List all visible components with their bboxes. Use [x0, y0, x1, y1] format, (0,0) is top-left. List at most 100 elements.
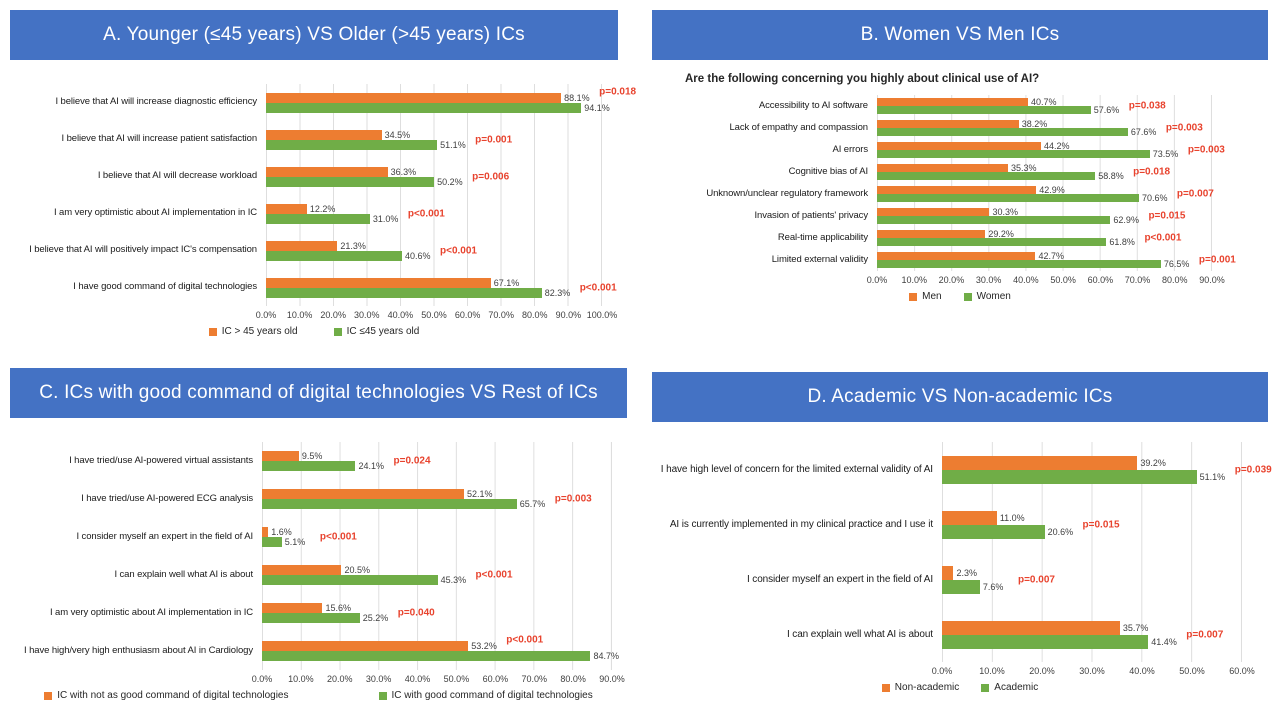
p-value-label: p=0.024	[393, 455, 431, 467]
bar-value-label: 12.2%	[309, 203, 336, 214]
bar-value-label: 44.2%	[1044, 141, 1070, 151]
category-label: AI is currently implemented in my clinic…	[669, 518, 933, 530]
category-label: I believe that AI will increase diagnost…	[55, 96, 257, 108]
bar-value-label: 76.5%	[1163, 259, 1190, 269]
bar-value-label: 7.6%	[982, 581, 1004, 592]
bar-line: 53.2%	[262, 641, 611, 651]
bar-line: 42.7%	[877, 251, 1211, 261]
bar-line: 35.7%	[942, 620, 1241, 635]
bar-line: 15.6%	[262, 603, 611, 613]
axis-tick-label: 20.0%	[320, 310, 346, 320]
bar-line: 58.8%	[877, 171, 1211, 181]
chart-plot-area: I believe that AI will increase diagnost…	[10, 84, 636, 306]
axis-spacer	[652, 271, 877, 287]
bar-line: 40.6%	[266, 250, 601, 261]
legend-label: IC with good command of digital technolo…	[391, 690, 593, 701]
bar-orange	[266, 129, 382, 140]
bar-line: 20.5%	[262, 565, 611, 575]
bar-line: 76.5%	[877, 259, 1211, 269]
bar-green	[877, 260, 1161, 268]
category-label: Limited external validity	[771, 253, 868, 265]
chart-legend: Non-academic Academic	[652, 682, 1268, 693]
bar-line: 73.5%	[877, 149, 1211, 159]
bar-line: 45.3%	[262, 575, 611, 585]
panel-title-banner: A. Younger (≤45 years) VS Older (>45 yea…	[10, 10, 618, 60]
bar-line: 84.7%	[262, 651, 619, 661]
chart-row: AI errors 44.2% 73.5% p=0.003	[652, 139, 1268, 161]
chart-row: I have tried/use AI-powered ECG analysis…	[10, 480, 627, 518]
bar-value-label: 39.2%	[1140, 457, 1166, 468]
panel-b-women-vs-men: B. Women VS Men ICs Are the following co…	[652, 10, 1268, 356]
legend-swatch-orange	[44, 691, 53, 700]
axis-tick-label: 0.0%	[931, 666, 953, 676]
bar-orange	[877, 98, 1029, 106]
bar-green	[266, 250, 402, 261]
bar-value-label: 61.8%	[1109, 237, 1135, 247]
axis-tick-label: 40.0%	[387, 310, 414, 320]
panel-d-academic-vs-nonacademic: D. Academic VS Non-academic ICs I have h…	[652, 372, 1272, 710]
category-label: I can explain well what AI is about	[114, 568, 253, 580]
legend-swatch-orange	[909, 292, 918, 301]
bar-green	[942, 634, 1149, 649]
axis-tick-label: 30.0%	[365, 674, 392, 684]
bar-value-label: 67.1%	[493, 277, 520, 288]
bar-line: 67.1%	[266, 277, 601, 288]
bar-orange	[262, 451, 299, 461]
category-label: I have high level of concern for the lim…	[660, 463, 933, 475]
axis-tick-label: 40.0%	[1129, 666, 1155, 676]
bar-line: 2.3%	[942, 565, 1241, 580]
p-value-label: p=0.015	[1082, 519, 1120, 530]
bar-green	[262, 575, 438, 585]
chart-legend: IC with not as good command of digital t…	[10, 690, 627, 701]
chart-row: I can explain well what AI is about 35.7%…	[652, 607, 1268, 662]
bar-value-label: 36.3%	[390, 166, 417, 177]
bar-orange	[262, 527, 269, 537]
chart-row: Unknown/unclear regulatory framework 42.9…	[652, 183, 1268, 205]
bar-green	[877, 194, 1139, 202]
legend-item: IC with good command of digital technolo…	[378, 690, 593, 701]
bar-value-label: 9.5%	[301, 451, 323, 461]
bar-value-label: 88.1%	[564, 92, 590, 103]
bar-value-label: 20.6%	[1047, 526, 1074, 537]
p-value-label: p<0.001	[579, 282, 617, 293]
bar-line: 39.2%	[942, 455, 1241, 470]
legend-label: Academic	[994, 682, 1039, 693]
bar-value-label: 24.1%	[358, 461, 384, 471]
legend-swatch-green	[963, 292, 972, 301]
bar-orange	[877, 208, 990, 216]
bar-line: 38.2%	[877, 119, 1211, 129]
bar-green	[942, 579, 980, 594]
bar-value-label: 45.3%	[440, 575, 467, 585]
bar-green	[877, 238, 1107, 246]
chart-row: I believe that AI will increase diagnost…	[10, 84, 636, 121]
bar-green	[262, 537, 282, 547]
bar-value-label: 94.1%	[584, 102, 610, 113]
bar-line: 51.1%	[942, 469, 1241, 484]
bar-green	[266, 213, 370, 224]
axis-tick-label: 50.0%	[1050, 275, 1076, 285]
axis-tick-label: 30.0%	[1079, 666, 1105, 676]
legend-swatch-green	[981, 683, 990, 692]
x-axis: 0.0% 10.0% 20.0% 30.0% 40.0% 50.0% 60.0% 70.0% 8…	[10, 306, 618, 322]
bar-group: 20.5% 45.3% p<0.001	[262, 556, 612, 594]
bar-value-label: 52.1%	[467, 489, 493, 499]
bar-group: 1.6% 5.1% p<0.001	[262, 518, 612, 556]
p-value-label: p=0.003	[1187, 144, 1225, 156]
chart-row: I have tried/use AI-powered virtual assi…	[10, 442, 627, 480]
bar-value-label: 21.3%	[340, 240, 366, 251]
axis-tick-label: 90.0%	[1199, 275, 1225, 285]
bar-group: 38.2% 67.6% p=0.003	[877, 117, 1212, 139]
bar-green	[877, 128, 1128, 136]
legend-swatch-orange	[881, 683, 890, 692]
axis-tick-label: 10.0%	[901, 275, 927, 285]
chart-plot-area: I have tried/use AI-powered virtual assi…	[10, 442, 627, 670]
category-label: I believe that AI will increase patient …	[61, 133, 258, 145]
p-value-label: p=0.003	[1165, 122, 1203, 134]
axis-tick-label: 50.0%	[1179, 666, 1205, 676]
bar-orange	[877, 120, 1019, 128]
panel-a-younger-vs-older: A. Younger (≤45 years) VS Older (>45 yea…	[10, 10, 636, 356]
x-axis-ticks: 0.0% 10.0% 20.0% 30.0% 40.0% 50.0% 60.0% 70.0% 8…	[867, 271, 1225, 287]
bar-line: 88.1%	[266, 92, 601, 103]
bar-value-label: 62.9%	[1113, 215, 1139, 225]
bar-group: 2.3% 7.6% p=0.007	[942, 552, 1242, 607]
